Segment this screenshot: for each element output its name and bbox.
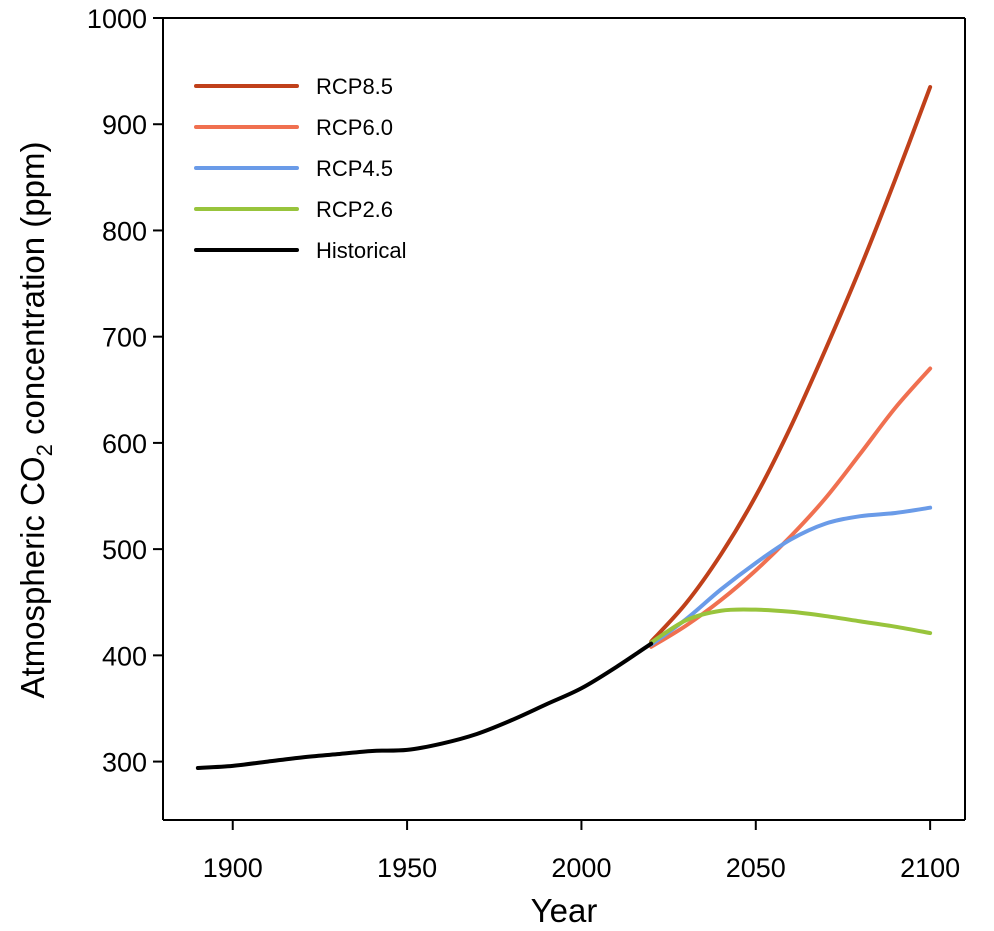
y-axis-title-main: Atmospheric CO [14,456,51,698]
series-line-rcp6-0 [649,366,933,649]
series-line-rcp4-5 [649,505,933,647]
x-axis-title: Year [531,892,598,929]
y-tick-label: 400 [102,641,147,671]
x-tick-label: 1950 [377,853,437,883]
y-tick-label: 300 [102,748,147,778]
y-tick-label: 800 [102,216,147,246]
series-line-historical [195,641,654,770]
y-axis-title-subscript: 2 [32,444,57,456]
legend-label-rcp2-6: RCP2.6 [316,197,393,222]
legend-label-historical: Historical [316,238,406,263]
y-tick-label: 500 [102,535,147,565]
y-tick-label: 1000 [87,4,147,34]
y-axis-title: Atmospheric CO2 concentration (ppm) [14,142,57,699]
y-tick-label: 700 [102,323,147,353]
x-tick-label: 2100 [900,853,960,883]
legend-label-rcp8-5: RCP8.5 [316,74,393,99]
y-axis-title-tail: concentration (ppm) [14,142,51,445]
x-tick-label: 2050 [726,853,786,883]
series-line-rcp8-5 [649,85,933,644]
legend-label-rcp6-0: RCP6.0 [316,115,393,140]
x-tick-label: 2000 [551,853,611,883]
series-line-rcp2-6 [649,607,933,645]
y-tick-label: 900 [102,110,147,140]
legend-label-rcp4-5: RCP4.5 [316,156,393,181]
x-tick-label: 1900 [203,853,263,883]
y-tick-label: 600 [102,429,147,459]
